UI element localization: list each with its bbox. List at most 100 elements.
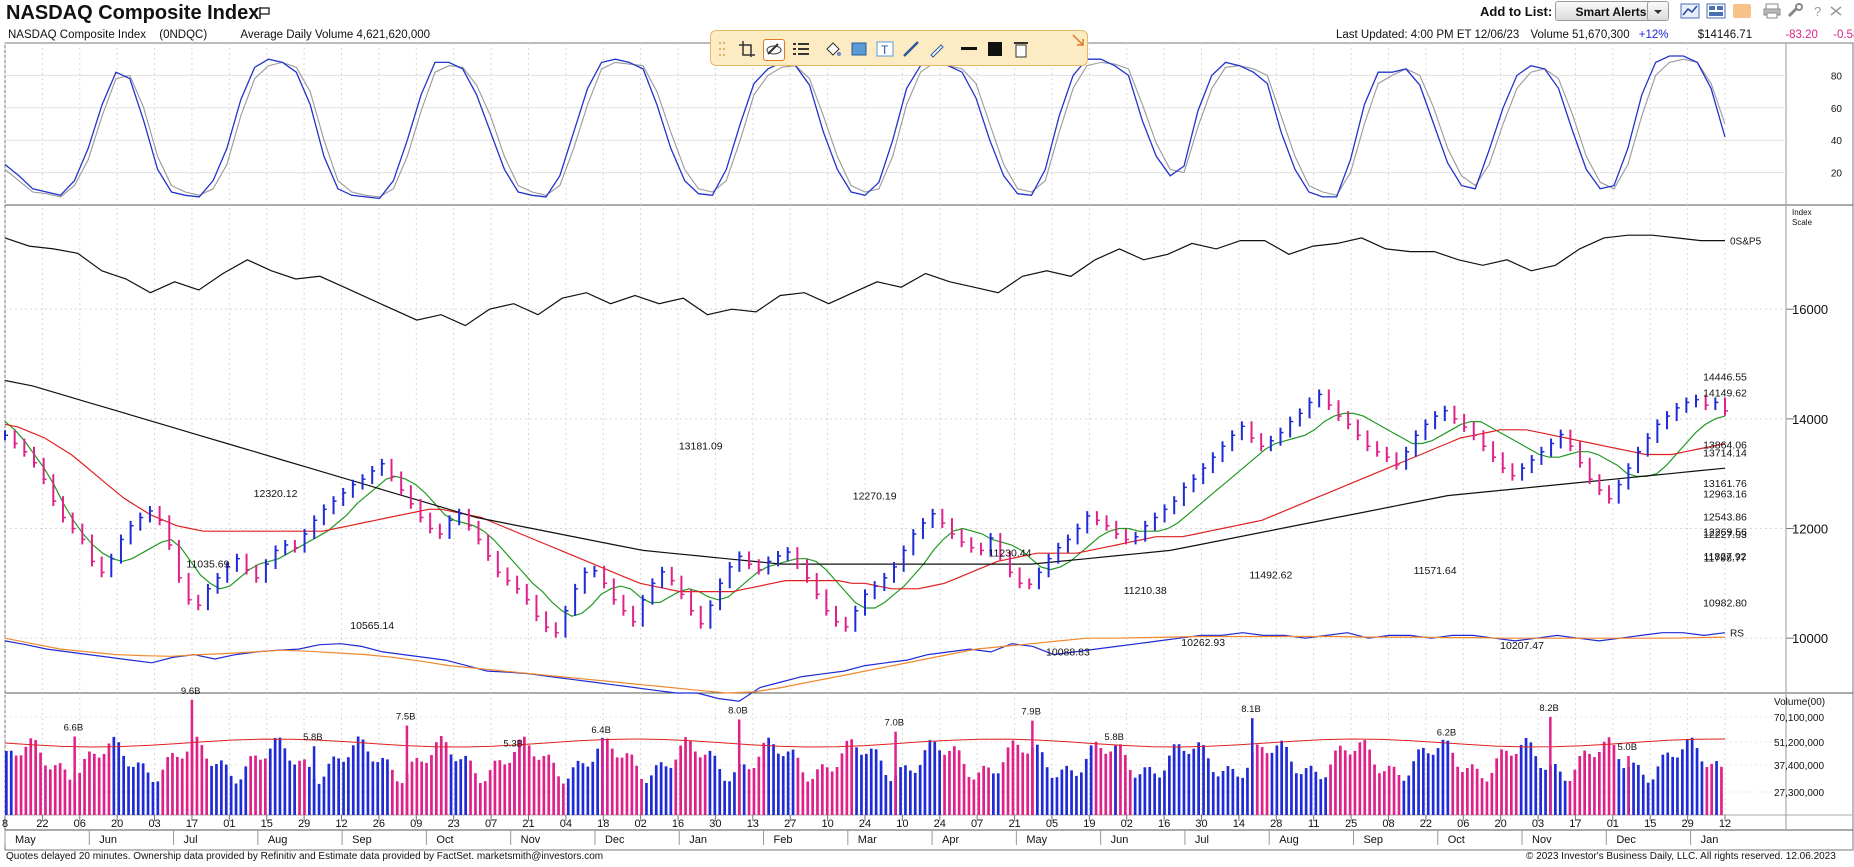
volume-bar: [430, 755, 433, 815]
volume-bar: [1324, 777, 1327, 815]
volume-bar: [112, 736, 116, 815]
smart-alerts-button[interactable]: Smart Alerts: [1555, 1, 1667, 21]
line-width-icon[interactable]: [959, 39, 979, 59]
volume-bar: [1314, 771, 1318, 815]
volume-bar: [1676, 757, 1679, 815]
volume-bar: [1646, 782, 1650, 815]
drag-handle-icon[interactable]: [717, 39, 737, 59]
volume-bar: [278, 737, 282, 815]
x-tick-label: 15: [261, 818, 273, 830]
stoch-y-tick-label: 60: [1831, 104, 1843, 115]
volume-bar: [166, 757, 169, 815]
x-tick-label: 12: [1719, 818, 1731, 830]
volume-bar: [1329, 764, 1332, 815]
volume-bar: [220, 760, 223, 815]
print-icon[interactable]: [1762, 3, 1782, 19]
volume-bar: [132, 766, 135, 815]
volume-bar: [684, 737, 687, 815]
volume-bar: [1045, 767, 1049, 815]
line-chart-icon[interactable]: [1680, 3, 1700, 19]
collapse-icon[interactable]: [1069, 31, 1089, 51]
volume-bar: [1182, 750, 1186, 815]
volume-bar: [640, 779, 643, 815]
pencil-icon[interactable]: [927, 39, 947, 59]
info-row: NASDAQ Composite Index (0NDQC) Average D…: [8, 29, 430, 41]
volume-bar: [1290, 761, 1293, 815]
rectangle-icon[interactable]: [849, 39, 869, 59]
volume-bar: [1133, 777, 1137, 815]
series-line-ma-long: [4, 379, 1726, 565]
volume-bar: [1651, 779, 1655, 815]
month-label: Jan: [1701, 834, 1719, 846]
volume-bar: [332, 756, 336, 815]
x-tick-label: 8: [2, 818, 8, 830]
volume-bar: [381, 758, 384, 815]
flag-icon[interactable]: [258, 6, 272, 20]
x-tick-label: 10: [896, 818, 908, 830]
volume-bar: [1500, 749, 1503, 815]
x-tick-label: 10: [821, 818, 833, 830]
volume-bar: [454, 761, 458, 815]
volume-bar: [479, 783, 482, 815]
smart-alerts-dropdown[interactable]: [1647, 1, 1669, 21]
volume-bar: [879, 760, 883, 815]
month-label: May: [1026, 834, 1047, 846]
volume-bar: [1461, 772, 1464, 815]
paint-bucket-icon[interactable]: [823, 39, 843, 59]
volume-bar: [1685, 739, 1689, 815]
volume-bar: [645, 783, 648, 815]
price-annotation: 10207.47: [1500, 640, 1544, 652]
volume-bar: [474, 773, 477, 815]
help-icon[interactable]: ?: [1808, 3, 1828, 19]
volume-bar: [1524, 738, 1528, 815]
volume-bar: [982, 765, 985, 815]
volume-text: Volume 51,670,300: [1530, 29, 1630, 41]
volume-bar: [1207, 758, 1210, 815]
volume-bar: [1475, 768, 1479, 815]
price-y-tick-label: 12000: [1792, 522, 1828, 537]
hide-annotations-icon[interactable]: [763, 39, 785, 61]
volume-bar: [298, 760, 301, 815]
volume-bar: [1710, 763, 1713, 815]
volume-bar: [571, 767, 575, 815]
layout-icon[interactable]: [1706, 3, 1726, 19]
stoch-series-line: [4, 58, 1726, 198]
alert-bell-icon[interactable]: [1732, 3, 1752, 19]
volume-bar: [337, 758, 340, 815]
volume-bar: [151, 782, 155, 815]
price-annotation: 13161.76: [1703, 478, 1747, 490]
volume-bar: [342, 761, 345, 815]
volume-bar: [1353, 750, 1357, 815]
volume-peak-bar: [894, 731, 897, 815]
list-icon[interactable]: [791, 39, 811, 59]
volume-bar: [1505, 750, 1508, 815]
avg-volume: Average Daily Volume 4,621,620,000: [240, 29, 431, 41]
price-annotation: 12270.19: [853, 491, 897, 503]
crosshair-icon[interactable]: [737, 39, 757, 59]
trash-icon[interactable]: [1011, 39, 1031, 59]
price-annotation: 12227.93: [1703, 529, 1747, 541]
tools-icon[interactable]: [1786, 3, 1806, 19]
price-annotation: 11210.38: [1124, 585, 1167, 597]
volume-bar: [962, 763, 966, 815]
volume-bar: [938, 750, 941, 815]
volume-bar: [1519, 744, 1523, 815]
x-tick-label: 06: [74, 818, 86, 830]
color-swatch-icon[interactable]: [985, 39, 1005, 59]
volume-bar: [723, 780, 726, 815]
text-icon[interactable]: T: [875, 39, 895, 59]
volume-bar: [1304, 768, 1308, 815]
close-icon[interactable]: [1826, 3, 1846, 19]
svg-text:T: T: [881, 43, 889, 57]
x-tick-label: 08: [1382, 818, 1394, 830]
volume-bar: [967, 777, 971, 815]
volume-peak-bar: [1549, 716, 1552, 815]
trendline-icon[interactable]: [901, 39, 921, 59]
volume-bar: [1060, 769, 1064, 815]
volume-bar: [210, 766, 213, 815]
volume-bar: [1036, 744, 1039, 815]
x-tick-label: 13: [747, 818, 759, 830]
volume-bar: [1588, 753, 1591, 815]
volume-annotation: 6.4B: [591, 725, 611, 736]
